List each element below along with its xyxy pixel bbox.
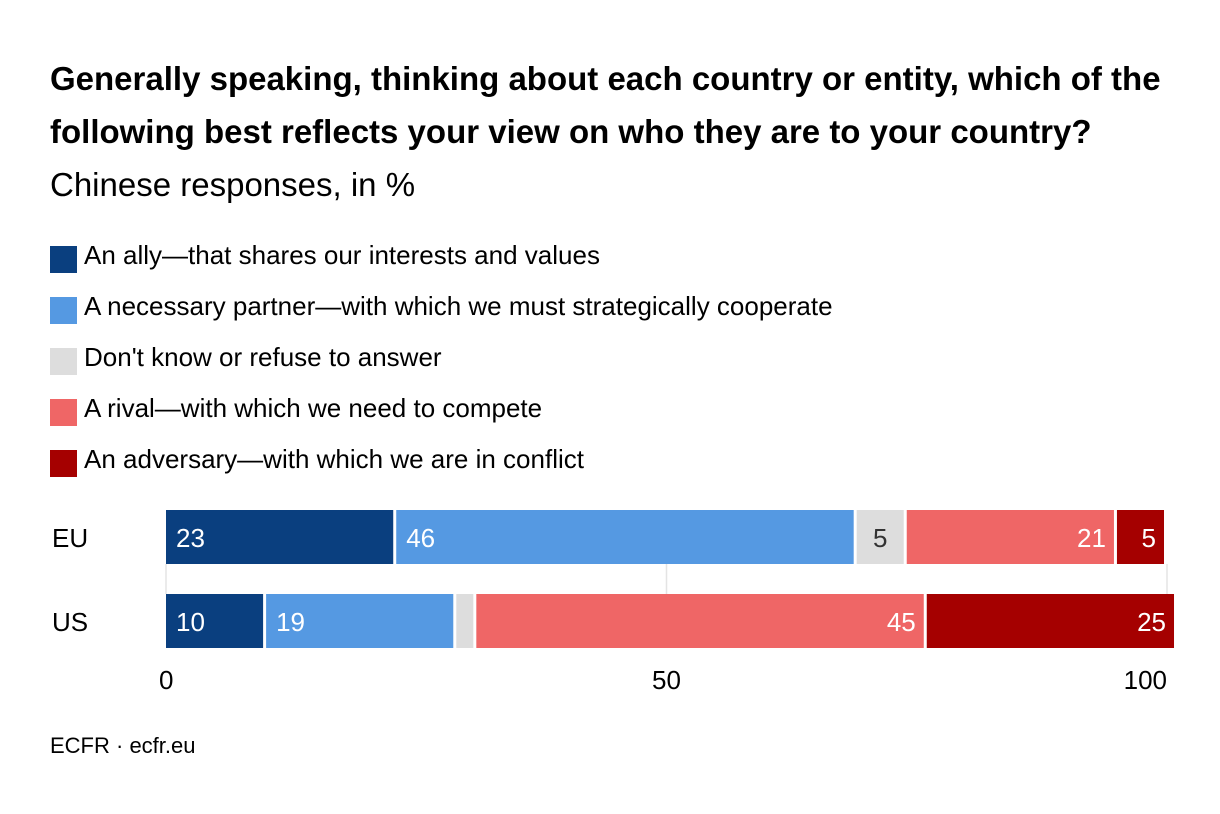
data-label: 21 [1077, 523, 1106, 553]
category-label-eu: EU [52, 523, 88, 553]
bar-segment-eu-4 [1116, 510, 1164, 564]
x-tick-label: 0 [159, 665, 173, 695]
chart-title: Generally speaking, thinking about each … [50, 52, 1180, 211]
bar-segment-eu-2 [856, 510, 904, 564]
data-label: 23 [176, 523, 205, 553]
bar-segment-eu-1 [396, 510, 854, 564]
legend-swatch [50, 450, 77, 477]
data-label: 5 [1142, 523, 1156, 553]
bar-segment-us-4 [926, 594, 1175, 648]
legend-label: An ally—that shares our interests and va… [84, 240, 600, 270]
source-credit: ECFR · ecfr.eu [50, 733, 196, 758]
x-tick-label: 100 [1124, 665, 1167, 695]
x-tick-label: 50 [652, 665, 681, 695]
title-question: Generally speaking, thinking about each … [50, 60, 1161, 150]
bar-segment-us-1 [266, 594, 454, 648]
bar-segment-eu-0 [166, 510, 394, 564]
bar-segment-us-2 [456, 594, 474, 648]
legend-swatch [50, 399, 77, 426]
data-label: 25 [1137, 607, 1166, 637]
bar-segment-us-3 [476, 594, 924, 648]
data-label: 10 [176, 607, 205, 637]
title-subtitle: Chinese responses, in % [50, 166, 416, 203]
data-label: 19 [276, 607, 305, 637]
legend-label: A necessary partner—with which we must s… [84, 291, 833, 321]
legend-label: A rival—with which we need to compete [84, 393, 543, 423]
category-label-us: US [52, 607, 88, 637]
bar-segment-us-0 [166, 594, 264, 648]
legend-swatch [50, 246, 77, 273]
legend-swatch [50, 348, 77, 375]
data-label: 45 [887, 607, 916, 637]
data-label: 5 [873, 523, 887, 553]
legend-label: An adversary—with which we are in confli… [84, 444, 584, 474]
data-label: 46 [406, 523, 435, 553]
legend-swatch [50, 297, 77, 324]
bar-segment-eu-3 [906, 510, 1114, 564]
legend-label: Don't know or refuse to answer [84, 342, 442, 372]
